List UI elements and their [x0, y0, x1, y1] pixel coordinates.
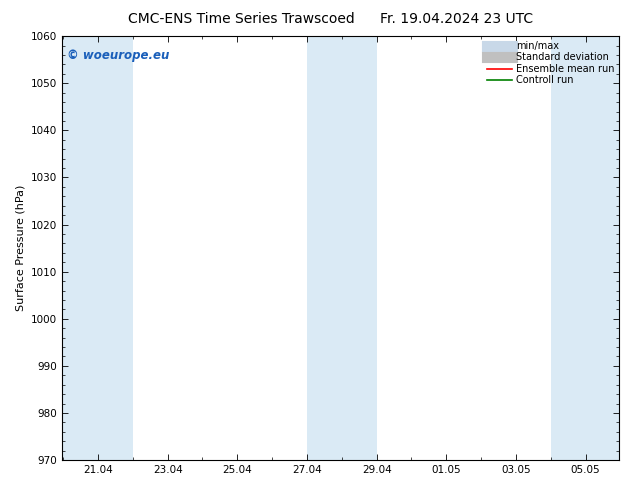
- Legend: min/max, Standard deviation, Ensemble mean run, Controll run: min/max, Standard deviation, Ensemble me…: [486, 39, 616, 87]
- Text: Fr. 19.04.2024 23 UTC: Fr. 19.04.2024 23 UTC: [380, 12, 533, 26]
- Bar: [63, 36, 133, 460]
- Bar: [551, 36, 619, 460]
- Text: © woeurope.eu: © woeurope.eu: [67, 49, 170, 62]
- Bar: [307, 36, 377, 460]
- Text: CMC-ENS Time Series Trawscoed: CMC-ENS Time Series Trawscoed: [127, 12, 354, 26]
- Y-axis label: Surface Pressure (hPa): Surface Pressure (hPa): [15, 185, 25, 311]
